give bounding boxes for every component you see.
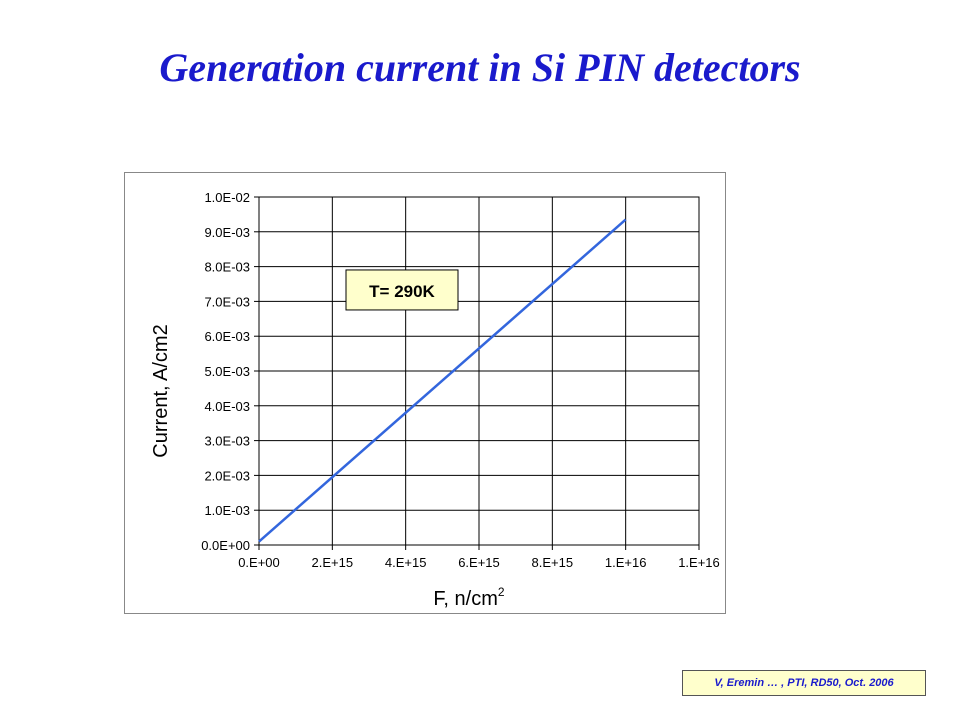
y-tick-label: 1.0E-03	[204, 503, 250, 518]
x-tick-label: 6.E+15	[458, 555, 500, 570]
y-tick-label: 2.0E-03	[204, 468, 250, 483]
x-tick-label: 2.E+15	[312, 555, 354, 570]
series-line	[258, 218, 627, 543]
chart-frame: 0.E+00 2.E+15 4.E+15 6.E+15 8.E+15 1.E+16 1.E+…	[124, 172, 726, 614]
x-axis-title-superscript: 2	[498, 585, 505, 599]
y-tick-label: 8.0E-03	[204, 260, 250, 275]
y-tick-label: 7.0E-03	[204, 294, 250, 309]
y-axis-title: Current, A/cm2	[150, 324, 172, 457]
annotation-label: T= 290K	[369, 282, 435, 301]
x-tick-label: 4.E+15	[385, 555, 427, 570]
x-tick-label: 1.E+16	[605, 555, 647, 570]
x-axis-title: F, n/cm2	[433, 585, 504, 610]
y-tick-label: 0.0E+00	[201, 538, 250, 553]
x-axis-title-text: F, n/cm	[433, 588, 497, 610]
annotation-box	[345, 269, 459, 311]
y-tick-label: 3.0E-03	[204, 434, 250, 449]
y-tick-label: 9.0E-03	[204, 225, 250, 240]
y-tick-label: 1.0E-02	[204, 190, 250, 205]
x-tick-label: 0.E+00	[238, 555, 280, 570]
y-tick-label: 5.0E-03	[204, 364, 250, 379]
slide-title: Generation current in Si PIN detectors	[159, 45, 801, 90]
x-tick-label: 1.E+16	[678, 555, 720, 570]
y-tick-label: 6.0E-03	[204, 329, 250, 344]
citation-box: V, Eremin … , PTI, RD50, Oct. 2006	[682, 670, 926, 696]
temperature-annotation: T= 290K	[345, 269, 459, 311]
chart: 0.E+00 2.E+15 4.E+15 6.E+15 8.E+15 1.E+16 1.E+…	[150, 190, 720, 610]
x-tick-label: 8.E+15	[532, 555, 574, 570]
y-tick-label: 4.0E-03	[204, 399, 250, 414]
